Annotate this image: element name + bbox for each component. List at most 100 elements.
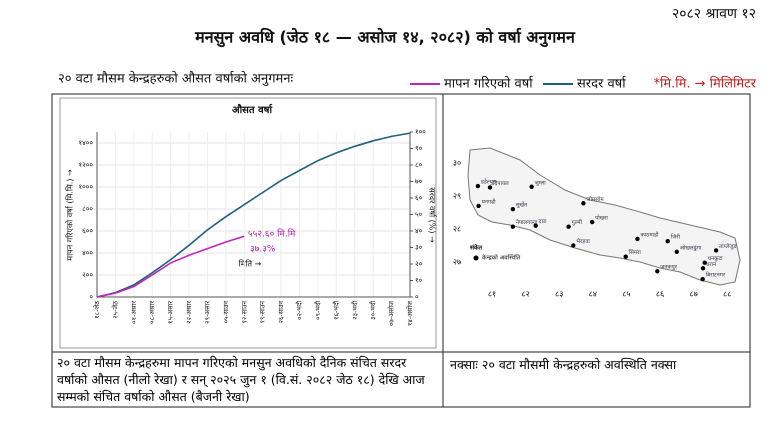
y2-tick-label: १० [415, 277, 423, 285]
station-label: दिपायल [493, 180, 509, 187]
x-tick-label: १२-साउन [240, 301, 248, 324]
y2-tick-label: ९० [415, 145, 423, 153]
map-lat-label: ३० [453, 159, 461, 168]
x-tick-label: ०२-भदौ [296, 301, 304, 320]
station-label: जुम्ला [535, 180, 547, 186]
station [589, 219, 595, 225]
title: मनसुन अवधि (जेठ १८ — असोज १४, २०८२) को व… [194, 28, 576, 48]
station-label: जिरी [671, 234, 681, 241]
station-label: धनगढी [482, 198, 497, 205]
map-lat-label: २८ [453, 225, 461, 234]
map-legend-title: संकेत [469, 244, 483, 252]
station [702, 260, 707, 265]
station-label: सिमरा [629, 249, 642, 256]
x-tick-label: ३०-भदौ [369, 301, 377, 320]
station [475, 183, 481, 189]
legend-label: मापन गरिएको वर्षा [444, 76, 534, 92]
station [581, 201, 586, 206]
station [533, 223, 538, 228]
station-label: डडेल्धुरा [480, 179, 497, 186]
map-lon-label: ८६ [656, 290, 664, 299]
station [635, 236, 640, 242]
y-tick-label: २०० [82, 271, 93, 279]
station [529, 184, 534, 189]
y2-tick-label: ७० [415, 178, 423, 186]
x-tick-label: ०८-असार [148, 301, 156, 324]
unit-note: *मि.मि. → मिलिमिटर [653, 76, 756, 92]
x-tick-label: ०९-भदौ [314, 301, 322, 320]
station-label: धरान [706, 262, 717, 268]
station [510, 207, 516, 212]
station-label: ताप्लेजुङ [719, 243, 737, 250]
map-lon-label: ८४ [589, 290, 597, 299]
series-line [96, 132, 411, 298]
station [713, 248, 719, 253]
station [674, 249, 679, 254]
date: २०८२ श्रावण १२ [672, 6, 756, 22]
station [510, 224, 516, 229]
y2-tick-label: ० [415, 293, 419, 301]
station [655, 269, 660, 274]
y-axis-label: मापन गरिएको वर्षा (मि.मि.) → [65, 169, 75, 261]
x-tick-label: २३-भदौ [351, 301, 359, 320]
legend-label: सरदर वर्षा [577, 76, 627, 92]
x-tick-label: ०१-असार [130, 301, 138, 324]
x-tick-label: १५-असार [167, 301, 175, 324]
x-tick-label: २६-साउन [277, 301, 285, 324]
subtitle: २० वटा मौसम केन्द्रहरुको औसत वर्षाको अनु… [58, 71, 294, 87]
station-label: जोमसोम [586, 196, 604, 203]
x-tick-label: २५-जेठ [111, 301, 119, 319]
annotation: ३७.३% [250, 245, 276, 255]
station-label: सुर्खेत [516, 202, 528, 209]
x-tick-label: ०७-असोज [388, 301, 396, 326]
station-label: दाङ [539, 219, 547, 225]
map-legend-label: केन्द्रको अवस्थिति [482, 254, 521, 262]
x-tick-label: १८-जेठ [93, 301, 101, 319]
y-tick-label: १२०० [78, 161, 93, 169]
nepal-outline [467, 147, 741, 286]
x-tick-label: १४-असोज [406, 301, 414, 326]
y2-tick-label: ५० [415, 211, 423, 219]
x-tick-label: १६-भदौ [332, 301, 340, 320]
x-tick-label: २२-असार [185, 301, 193, 324]
y-tick-label: ० [89, 293, 93, 301]
map-lon-label: ८७ [689, 290, 697, 299]
y2-tick-label: ८० [415, 161, 423, 169]
chart-title: औसत वर्षा [232, 103, 273, 116]
map-lat-label: २९ [453, 192, 461, 201]
map-lon-label: ८८ [723, 290, 731, 299]
station [571, 243, 576, 248]
x-tick-label: २९-असार [203, 301, 211, 324]
y-tick-label: १४०० [78, 139, 93, 147]
map-lon-label: ८१ [488, 290, 496, 299]
map-lat-label: २७ [453, 258, 461, 267]
station [487, 185, 493, 190]
y2-tick-label: १०० [415, 128, 426, 136]
y2-tick-label: ३० [415, 244, 423, 252]
chart-caption: २० वटा मौसम केन्द्रहरुमा मापन गरिएको मनस… [57, 355, 425, 404]
x-tick-label: १९-साउन [259, 301, 267, 324]
station-label: धनकुटा [708, 256, 723, 262]
station-label: पोखरा [595, 215, 608, 222]
station [665, 239, 670, 244]
station [476, 203, 481, 209]
y2-tick-label: ६० [415, 194, 423, 202]
frame [51, 93, 751, 408]
y2-tick-label: ४० [415, 227, 423, 235]
station-label: बिराटनगर [706, 272, 726, 279]
map-lon-label: ८५ [622, 290, 630, 299]
x-tick-label: ०५-साउन [222, 301, 230, 324]
station-label: गुल्मी [572, 219, 583, 226]
station-label: जनकपुर [660, 265, 677, 271]
y-tick-label: ८०० [82, 205, 93, 213]
y2-axis-label: सरदर वर्षा (%) → [428, 187, 438, 243]
station-label: काठमाडौं [640, 231, 659, 238]
series-line [96, 235, 245, 298]
station [566, 224, 571, 229]
y-tick-label: १००० [78, 183, 93, 191]
y-tick-label: ४०० [82, 249, 93, 257]
station-label: ओखलढुंगा [680, 244, 702, 251]
map-lon-label: ८२ [521, 290, 529, 299]
